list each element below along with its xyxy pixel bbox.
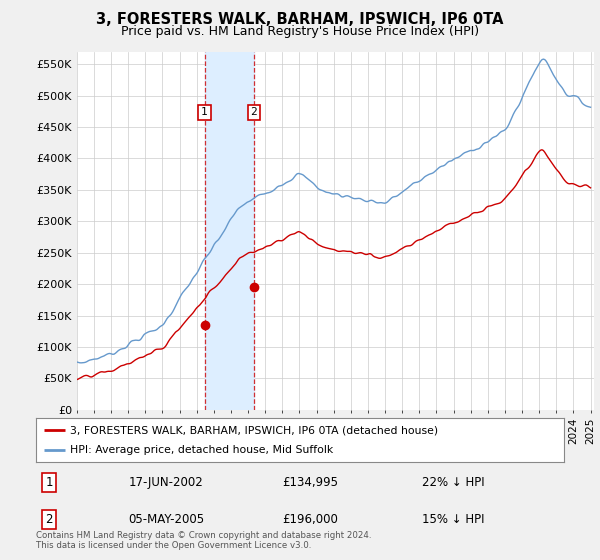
Text: Contains HM Land Registry data © Crown copyright and database right 2024.
This d: Contains HM Land Registry data © Crown c…	[36, 530, 371, 550]
Text: 22% ↓ HPI: 22% ↓ HPI	[422, 476, 484, 489]
Text: 15% ↓ HPI: 15% ↓ HPI	[422, 513, 484, 526]
Text: £134,995: £134,995	[283, 476, 338, 489]
Text: 2: 2	[250, 108, 257, 118]
Text: 2: 2	[46, 513, 53, 526]
Text: 05-MAY-2005: 05-MAY-2005	[128, 513, 205, 526]
Text: 17-JUN-2002: 17-JUN-2002	[128, 476, 203, 489]
Text: HPI: Average price, detached house, Mid Suffolk: HPI: Average price, detached house, Mid …	[70, 445, 334, 455]
Bar	[205, 52, 254, 410]
Text: 1: 1	[46, 476, 53, 489]
Text: 3, FORESTERS WALK, BARHAM, IPSWICH, IP6 0TA (detached house): 3, FORESTERS WALK, BARHAM, IPSWICH, IP6 …	[70, 425, 439, 435]
Text: Price paid vs. HM Land Registry's House Price Index (HPI): Price paid vs. HM Land Registry's House …	[121, 25, 479, 38]
Text: 3, FORESTERS WALK, BARHAM, IPSWICH, IP6 0TA: 3, FORESTERS WALK, BARHAM, IPSWICH, IP6 …	[96, 12, 504, 27]
Text: 1: 1	[201, 108, 208, 118]
Text: £196,000: £196,000	[283, 513, 338, 526]
